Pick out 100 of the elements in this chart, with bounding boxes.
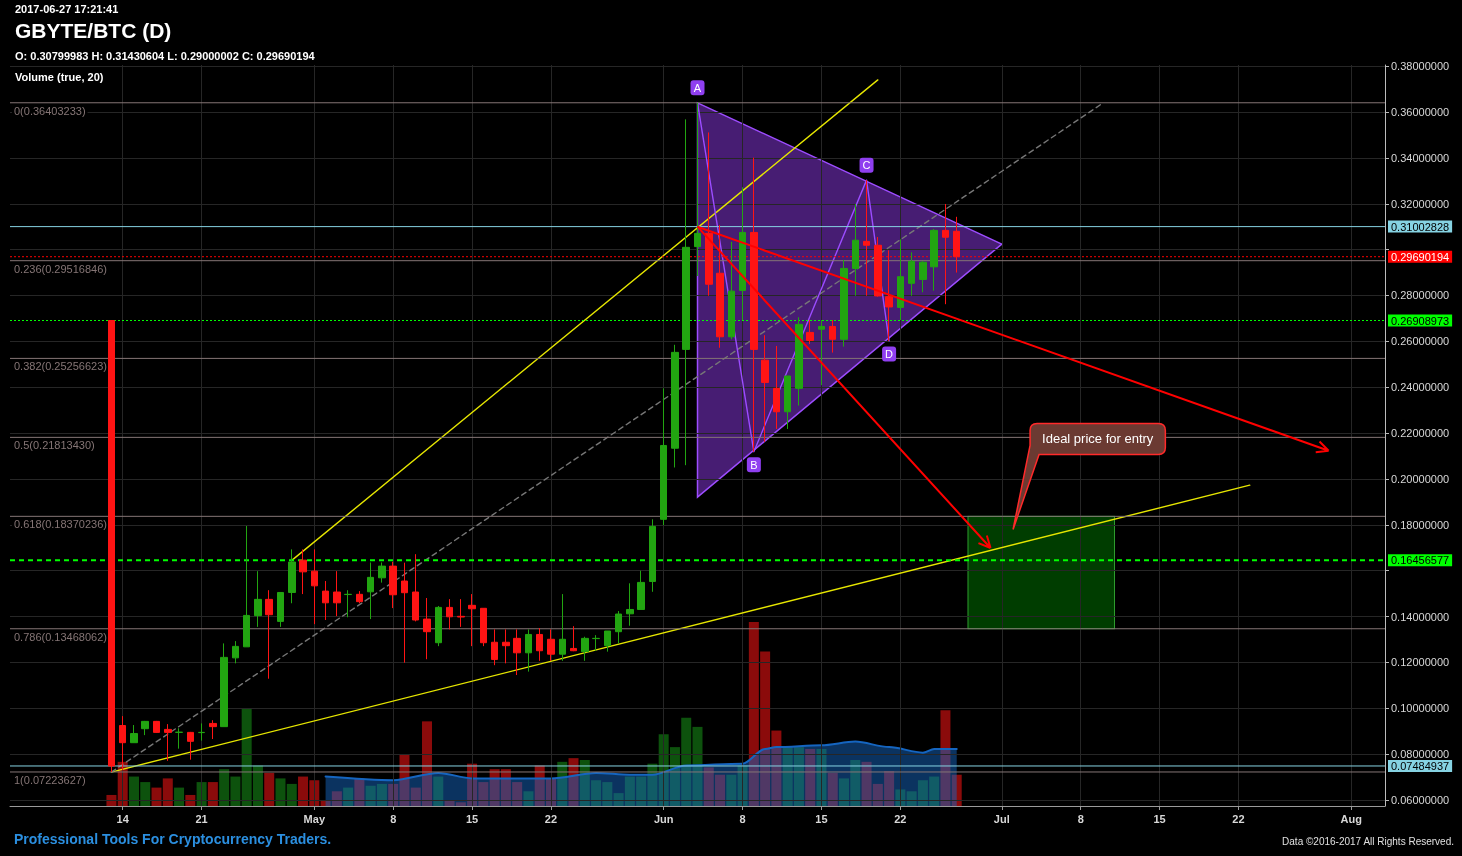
y-tick-label: 0.20000000 xyxy=(1391,472,1450,485)
ref-line-label: 0.29690194 xyxy=(1391,250,1450,263)
candlestick xyxy=(389,561,397,609)
bar xyxy=(185,794,196,806)
bar xyxy=(275,778,286,806)
candlestick xyxy=(491,628,498,666)
ref-line-label: 0(0.36403233) xyxy=(14,104,86,117)
bar xyxy=(523,791,534,806)
x-tick-label: 22 xyxy=(894,812,907,825)
bar xyxy=(106,794,117,806)
candlestick xyxy=(705,131,713,297)
candlestick xyxy=(930,228,938,292)
candlestick xyxy=(660,387,667,526)
candlestick xyxy=(592,634,600,652)
text: Professional Tools For Cryptocurrency Traders. xyxy=(14,831,332,848)
candlestick xyxy=(423,597,431,660)
candlestick xyxy=(682,118,690,466)
candlestick xyxy=(885,249,893,342)
x-tick-label: 8 xyxy=(1077,812,1084,825)
candlestick xyxy=(277,591,284,628)
x-tick-label: 14 xyxy=(116,812,130,825)
candlestick xyxy=(457,598,465,628)
candlestick xyxy=(840,259,848,348)
x-tick-label: 15 xyxy=(815,812,828,825)
y-tick-label: 0.22000000 xyxy=(1391,427,1450,440)
bar xyxy=(174,787,185,806)
candlestick xyxy=(356,590,363,604)
x-tick-label: 15 xyxy=(465,812,479,825)
y-tick-label: 0.26000000 xyxy=(1391,335,1450,348)
candlestick xyxy=(559,593,566,662)
y-tick-label: 0.06000000 xyxy=(1391,794,1450,807)
candlestick xyxy=(863,179,870,297)
ref-line-label: 0.786(0.13468062) xyxy=(14,630,107,643)
candlestick xyxy=(637,570,645,610)
text: Data ©2016-2017 All Rights Reserved. xyxy=(1282,836,1454,848)
y-tick-label: 0.12000000 xyxy=(1391,656,1450,669)
candlestick xyxy=(243,525,250,648)
candlestick xyxy=(818,319,825,386)
candlestick xyxy=(525,628,532,673)
chart-title: Volume (true, 20) xyxy=(15,71,104,84)
candlestick xyxy=(581,636,589,662)
ref-line-label: 0.618(0.18370236) xyxy=(14,518,107,531)
bar xyxy=(354,778,365,806)
ref-line-label: 1(0.07223627) xyxy=(14,773,86,786)
candlestick xyxy=(626,582,634,627)
y-tick-label: 0.32000000 xyxy=(1391,197,1450,210)
bar xyxy=(343,787,354,806)
candlestick xyxy=(401,562,408,664)
x-tick-label: 8 xyxy=(739,812,746,825)
candlestick xyxy=(446,598,453,630)
bar xyxy=(207,782,218,806)
candlestick xyxy=(513,628,521,676)
x-tick-label: 21 xyxy=(195,812,208,825)
candlestick xyxy=(412,553,419,622)
candlestick xyxy=(897,238,904,321)
candlestick xyxy=(784,375,791,430)
ref-line-label: 0.26908973 xyxy=(1391,314,1450,327)
text: 2017-06-27 17:21:41 xyxy=(15,3,119,16)
candlestick xyxy=(852,203,859,297)
chart-title: GBYTE/BTC (D) xyxy=(15,19,172,44)
candlestick xyxy=(942,203,949,305)
candlestick xyxy=(806,319,814,345)
candlestick xyxy=(649,518,656,593)
ref-line-label: 0.5(0.21813430) xyxy=(14,439,95,452)
bar xyxy=(827,772,838,806)
ref-line-label: 0.382(0.25256623) xyxy=(14,360,107,373)
chart-subtitle: O: 0.30799983 H: 0.31430604 L: 0.29000002 C: 0.29690194 xyxy=(15,50,315,63)
bar xyxy=(726,774,737,806)
candlestick xyxy=(322,580,329,621)
candlestick xyxy=(908,251,915,297)
candlestick xyxy=(761,334,769,443)
x-tick-label: May xyxy=(303,812,326,825)
candlestick xyxy=(728,241,735,340)
candlestick xyxy=(750,157,758,453)
candlestick xyxy=(468,593,476,647)
y-tick-label: 0.24000000 xyxy=(1391,381,1450,394)
y-tick-label: 0.38000000 xyxy=(1391,60,1450,73)
candlestick xyxy=(829,319,836,354)
candlestick xyxy=(502,628,510,664)
candlestick xyxy=(367,561,374,620)
candlestick xyxy=(130,724,138,744)
bar xyxy=(433,776,444,806)
ref-line-label: 0.236(0.29516846) xyxy=(14,262,107,275)
x-tick-label: Jul xyxy=(993,812,1010,825)
candlestick xyxy=(615,610,622,644)
candlestick xyxy=(232,640,239,664)
candlestick xyxy=(919,260,927,293)
candlestick xyxy=(333,570,341,617)
y-tick-label: 0.08000000 xyxy=(1391,748,1450,761)
candlestick xyxy=(209,719,217,740)
candlestick xyxy=(344,589,352,618)
candlestick xyxy=(378,561,386,584)
candlestick xyxy=(773,345,780,430)
bar xyxy=(264,772,275,806)
x-tick-label: 22 xyxy=(544,812,558,825)
x-tick-label: 15 xyxy=(1153,812,1166,825)
annotation: B xyxy=(750,458,758,471)
candlestick xyxy=(311,548,318,625)
candlestick xyxy=(435,605,442,647)
candlestick xyxy=(604,630,611,653)
